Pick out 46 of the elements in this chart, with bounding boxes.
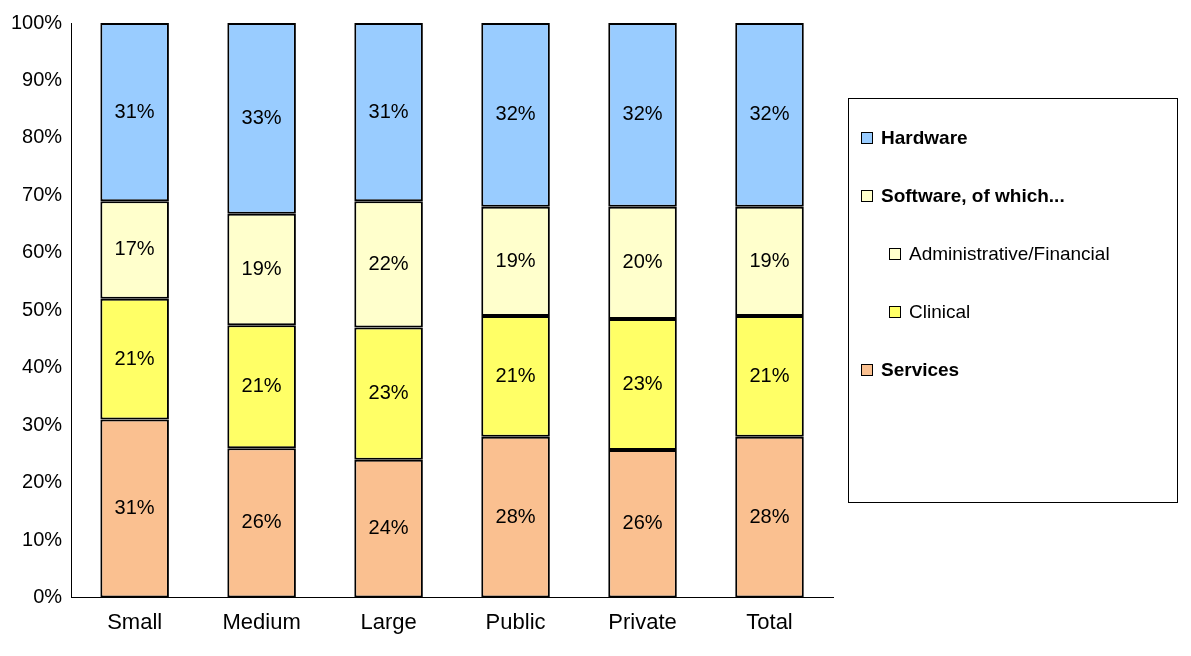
y-tick-label: 10% <box>22 527 63 550</box>
y-tick-label: 100% <box>11 10 63 33</box>
y-tick-label: 90% <box>22 67 63 90</box>
y-tick-label: 30% <box>22 412 63 435</box>
data-label: 17% <box>114 237 155 260</box>
data-label: 31% <box>114 99 155 122</box>
y-tick-label: 0% <box>33 585 63 608</box>
data-label: 26% <box>622 511 663 534</box>
data-label: 32% <box>622 102 663 125</box>
y-tick-label: 80% <box>22 125 63 148</box>
legend-label: Services <box>881 359 960 381</box>
data-label: 23% <box>368 381 409 404</box>
data-label: 19% <box>749 248 790 271</box>
data-label: 19% <box>241 257 282 280</box>
data-label: 32% <box>495 102 536 125</box>
legend-label: Clinical <box>909 301 971 323</box>
data-label: 20% <box>622 250 663 273</box>
legend-title: Software, of which... <box>881 185 1065 207</box>
data-label: 21% <box>749 363 790 386</box>
y-tick-label: 50% <box>22 297 63 320</box>
x-tick-label: Large <box>360 608 417 634</box>
data-label: 19% <box>495 248 536 271</box>
data-label: 21% <box>495 363 536 386</box>
y-tick-label: 70% <box>22 182 63 205</box>
y-tick-label: 60% <box>22 240 63 263</box>
data-label: 31% <box>368 99 409 122</box>
data-label: 24% <box>368 516 409 539</box>
legend-label: Administrative/Financial <box>909 243 1110 265</box>
data-label: 28% <box>749 504 790 527</box>
data-label: 21% <box>114 346 155 369</box>
x-tick-label: Total <box>746 608 793 634</box>
x-tick-label: Private <box>608 608 677 634</box>
data-label: 32% <box>749 102 790 125</box>
x-tick-label: Medium <box>222 608 301 634</box>
data-label: 22% <box>368 251 409 274</box>
data-label: 26% <box>241 510 282 533</box>
legend-label: Hardware <box>881 127 968 149</box>
data-label: 31% <box>114 496 155 519</box>
data-label: 28% <box>495 504 536 527</box>
data-label: 21% <box>241 374 282 397</box>
x-tick-label: Public <box>485 608 546 634</box>
x-tick-label: Small <box>107 608 163 634</box>
y-tick-label: 40% <box>22 355 63 378</box>
y-tick-label: 20% <box>22 470 63 493</box>
data-label: 33% <box>241 105 282 128</box>
data-label: 23% <box>622 371 663 394</box>
